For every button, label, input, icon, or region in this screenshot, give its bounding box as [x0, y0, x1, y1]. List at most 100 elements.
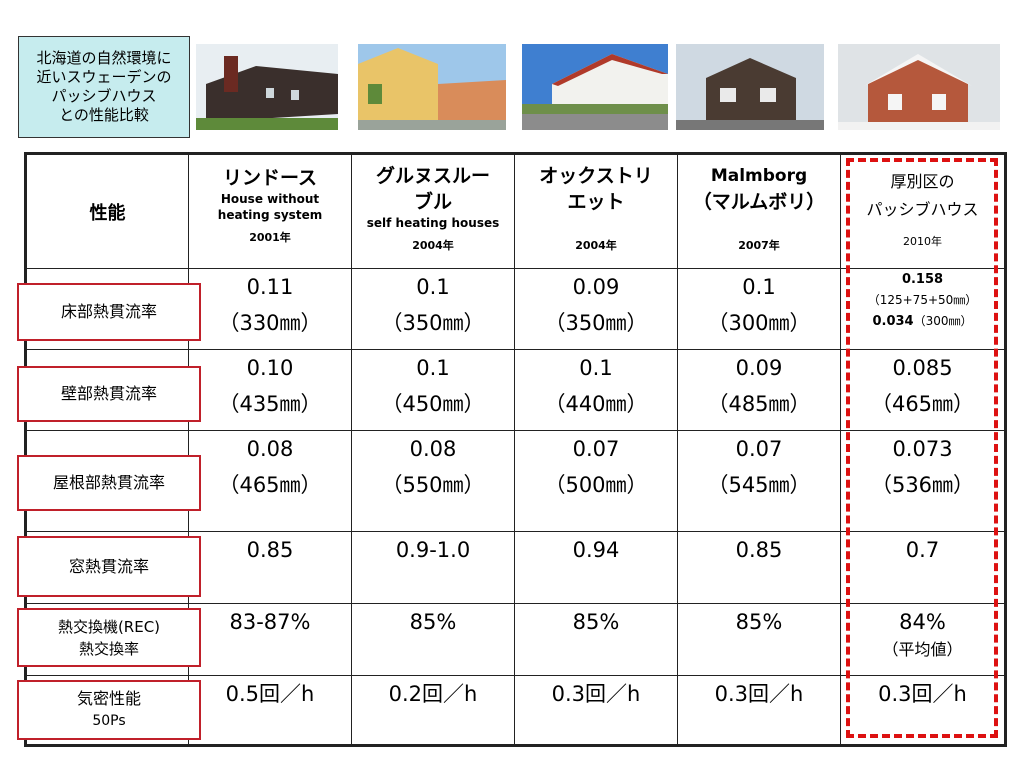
- floor-atsubetsu-u2: 0.034: [872, 314, 914, 329]
- header-lindas-jp: リンドース: [222, 167, 318, 189]
- label-window-text: 窓熱貫流率: [68, 556, 149, 576]
- label-hrv: 熱交換機(REC) 熱交換率: [17, 608, 201, 667]
- header-lindas-year: 2001年: [249, 231, 291, 244]
- label-roof-cell: 屋根部熱貫流率: [17, 430, 201, 532]
- header-oxtorget: オックストリ エット 2004年: [514, 153, 678, 269]
- wall-oxtorget-u: 0.1: [579, 356, 613, 380]
- label-hrv-cell: 熱交換機(REC) 熱交換率: [17, 603, 201, 676]
- label-floor-text: 床部熱貫流率: [60, 302, 157, 321]
- label-airtight-cell: 気密性能 50Ps: [17, 675, 201, 746]
- label-wall-cell: 壁部熱貫流率: [17, 349, 201, 431]
- photo-lindas: [196, 44, 338, 130]
- header-atsubetsu-year: 2010年: [903, 235, 942, 248]
- floor-lindas: 0.11 （330㎜）: [188, 268, 352, 350]
- wall-atsubetsu-t: （465㎜）: [870, 392, 975, 416]
- hrv-oxtorget: 85%: [514, 603, 678, 676]
- wall-oxtorget-t: （440㎜）: [544, 392, 648, 416]
- window-lindas: 0.85: [188, 531, 352, 604]
- wall-lindas-t: （435㎜）: [218, 392, 322, 416]
- floor-oxtorget-t: （350㎜）: [544, 311, 648, 335]
- roof-atsubetsu-t: （536㎜）: [870, 473, 975, 497]
- header-malmborg-year: 2007年: [738, 239, 780, 252]
- perf-header: 性能: [25, 153, 189, 269]
- floor-gronskare: 0.1 （350㎜）: [351, 268, 515, 350]
- header-oxtorget-jp1: オックストリ: [539, 165, 653, 187]
- airtight-gronskare: 0.2回／h: [351, 675, 515, 746]
- label-airtight-text1: 気密性能: [76, 689, 141, 708]
- header-oxtorget-jp2: エット: [567, 191, 625, 213]
- floor-malmborg: 0.1 （300㎜）: [677, 268, 841, 350]
- row-window: 窓熱貫流率 0.85 0.9-1.0 0.94 0.85 0.7: [17, 531, 1006, 604]
- photo-gronskare: [358, 44, 506, 130]
- floor-atsubetsu-t2: （300㎜）: [913, 314, 973, 328]
- window-atsubetsu: 0.7: [840, 531, 1006, 604]
- header-malmborg-jp2: （マルムボリ）: [692, 191, 826, 213]
- photo-malmborg: [676, 44, 824, 130]
- wall-atsubetsu-u: 0.085: [892, 356, 953, 380]
- label-hrv-text2: 熱交換率: [78, 639, 139, 658]
- header-atsubetsu-jp2: パッシブハウス: [866, 200, 979, 219]
- header-lindas-en1: House without: [220, 192, 320, 206]
- airtight-lindas: 0.5回／h: [188, 675, 352, 746]
- label-window-cell: 窓熱貫流率: [17, 531, 201, 604]
- floor-atsubetsu-u1: 0.158: [901, 272, 944, 287]
- label-wall-text: 壁部熱貫流率: [60, 384, 157, 403]
- roof-gronskare: 0.08 （550㎜）: [351, 430, 515, 532]
- roof-malmborg-u: 0.07: [735, 437, 783, 461]
- wall-lindas: 0.10 （435㎜）: [188, 349, 352, 431]
- header-lindas-en2: heating system: [217, 208, 323, 222]
- label-airtight: 気密性能 50Ps: [17, 680, 201, 740]
- hrv-lindas: 83-87%: [188, 603, 352, 676]
- title-line-1: 北海道の自然環境に: [36, 49, 172, 67]
- title-box: 北海道の自然環境に 近いスウェーデンの パッシブハウス との性能比較: [18, 36, 190, 138]
- floor-malmborg-u: 0.1: [742, 275, 776, 299]
- label-airtight-text2: 50Ps: [92, 713, 126, 729]
- roof-malmborg: 0.07 （545㎜）: [677, 430, 841, 532]
- header-oxtorget-year: 2004年: [575, 239, 617, 252]
- window-gronskare: 0.9-1.0: [351, 531, 515, 604]
- label-roof: 屋根部熱貫流率: [17, 455, 201, 511]
- airtight-oxtorget: 0.3回／h: [514, 675, 678, 746]
- wall-gronskare: 0.1 （450㎜）: [351, 349, 515, 431]
- floor-atsubetsu: 0.158 （125+75+50㎜） 0.034（300㎜）: [840, 268, 1006, 350]
- header-gronskare-jp1: グルヌスルー: [375, 165, 490, 187]
- label-hrv-text1: 熱交換機(REC): [57, 617, 161, 636]
- header-gronskare-jp2: ブル: [413, 191, 452, 213]
- title-line-4: との性能比較: [59, 106, 149, 124]
- hrv-atsubetsu-value: 84%: [899, 610, 946, 634]
- floor-gronskare-t: （350㎜）: [381, 311, 485, 335]
- wall-atsubetsu: 0.085 （465㎜）: [840, 349, 1006, 431]
- airtight-atsubetsu: 0.3回／h: [840, 675, 1006, 746]
- row-airtight: 気密性能 50Ps 0.5回／h 0.2回／h 0.3回／h 0.3回／h 0.…: [17, 675, 1006, 746]
- floor-lindas-t: （330㎜）: [218, 311, 322, 335]
- roof-lindas: 0.08 （465㎜）: [188, 430, 352, 532]
- roof-atsubetsu-u: 0.073: [892, 437, 953, 461]
- floor-atsubetsu-t1: （125+75+50㎜）: [867, 293, 978, 307]
- photo-oxtorget: [522, 44, 668, 130]
- header-malmborg-jp1: Malmborg: [710, 166, 808, 186]
- wall-malmborg: 0.09 （485㎜）: [677, 349, 841, 431]
- hrv-gronskare: 85%: [351, 603, 515, 676]
- comparison-table: 性能 リンドース House without heating system 20…: [17, 152, 1007, 747]
- hrv-atsubetsu: 84% （平均値）: [840, 603, 1006, 676]
- row-wall: 壁部熱貫流率 0.10 （435㎜） 0.1 （450㎜） 0.1 （440㎜） 0.…: [17, 349, 1006, 431]
- roof-oxtorget: 0.07 （500㎜）: [514, 430, 678, 532]
- title-line-2: 近いスウェーデンの: [36, 68, 172, 86]
- roof-atsubetsu: 0.073 （536㎜）: [840, 430, 1006, 532]
- header-lindas: リンドース House without heating system 2001年: [188, 153, 352, 269]
- roof-oxtorget-t: （500㎜）: [544, 473, 648, 497]
- title-line-3: パッシブハウス: [51, 87, 157, 105]
- header-row: 性能 リンドース House without heating system 20…: [25, 153, 1006, 269]
- roof-gronskare-t: （550㎜）: [381, 473, 485, 497]
- floor-lindas-u: 0.11: [246, 275, 294, 299]
- header-atsubetsu-jp1: 厚別区の: [890, 172, 955, 191]
- hrv-malmborg: 85%: [677, 603, 841, 676]
- airtight-malmborg: 0.3回／h: [677, 675, 841, 746]
- roof-malmborg-t: （545㎜）: [707, 473, 811, 497]
- roof-lindas-t: （465㎜）: [218, 473, 322, 497]
- wall-malmborg-u: 0.09: [735, 356, 783, 380]
- label-floor: 床部熱貫流率: [17, 283, 201, 341]
- wall-malmborg-t: （485㎜）: [707, 392, 811, 416]
- row-hrv: 熱交換機(REC) 熱交換率 83-87% 85% 85% 85% 84% （平…: [17, 603, 1006, 676]
- window-oxtorget: 0.94: [514, 531, 678, 604]
